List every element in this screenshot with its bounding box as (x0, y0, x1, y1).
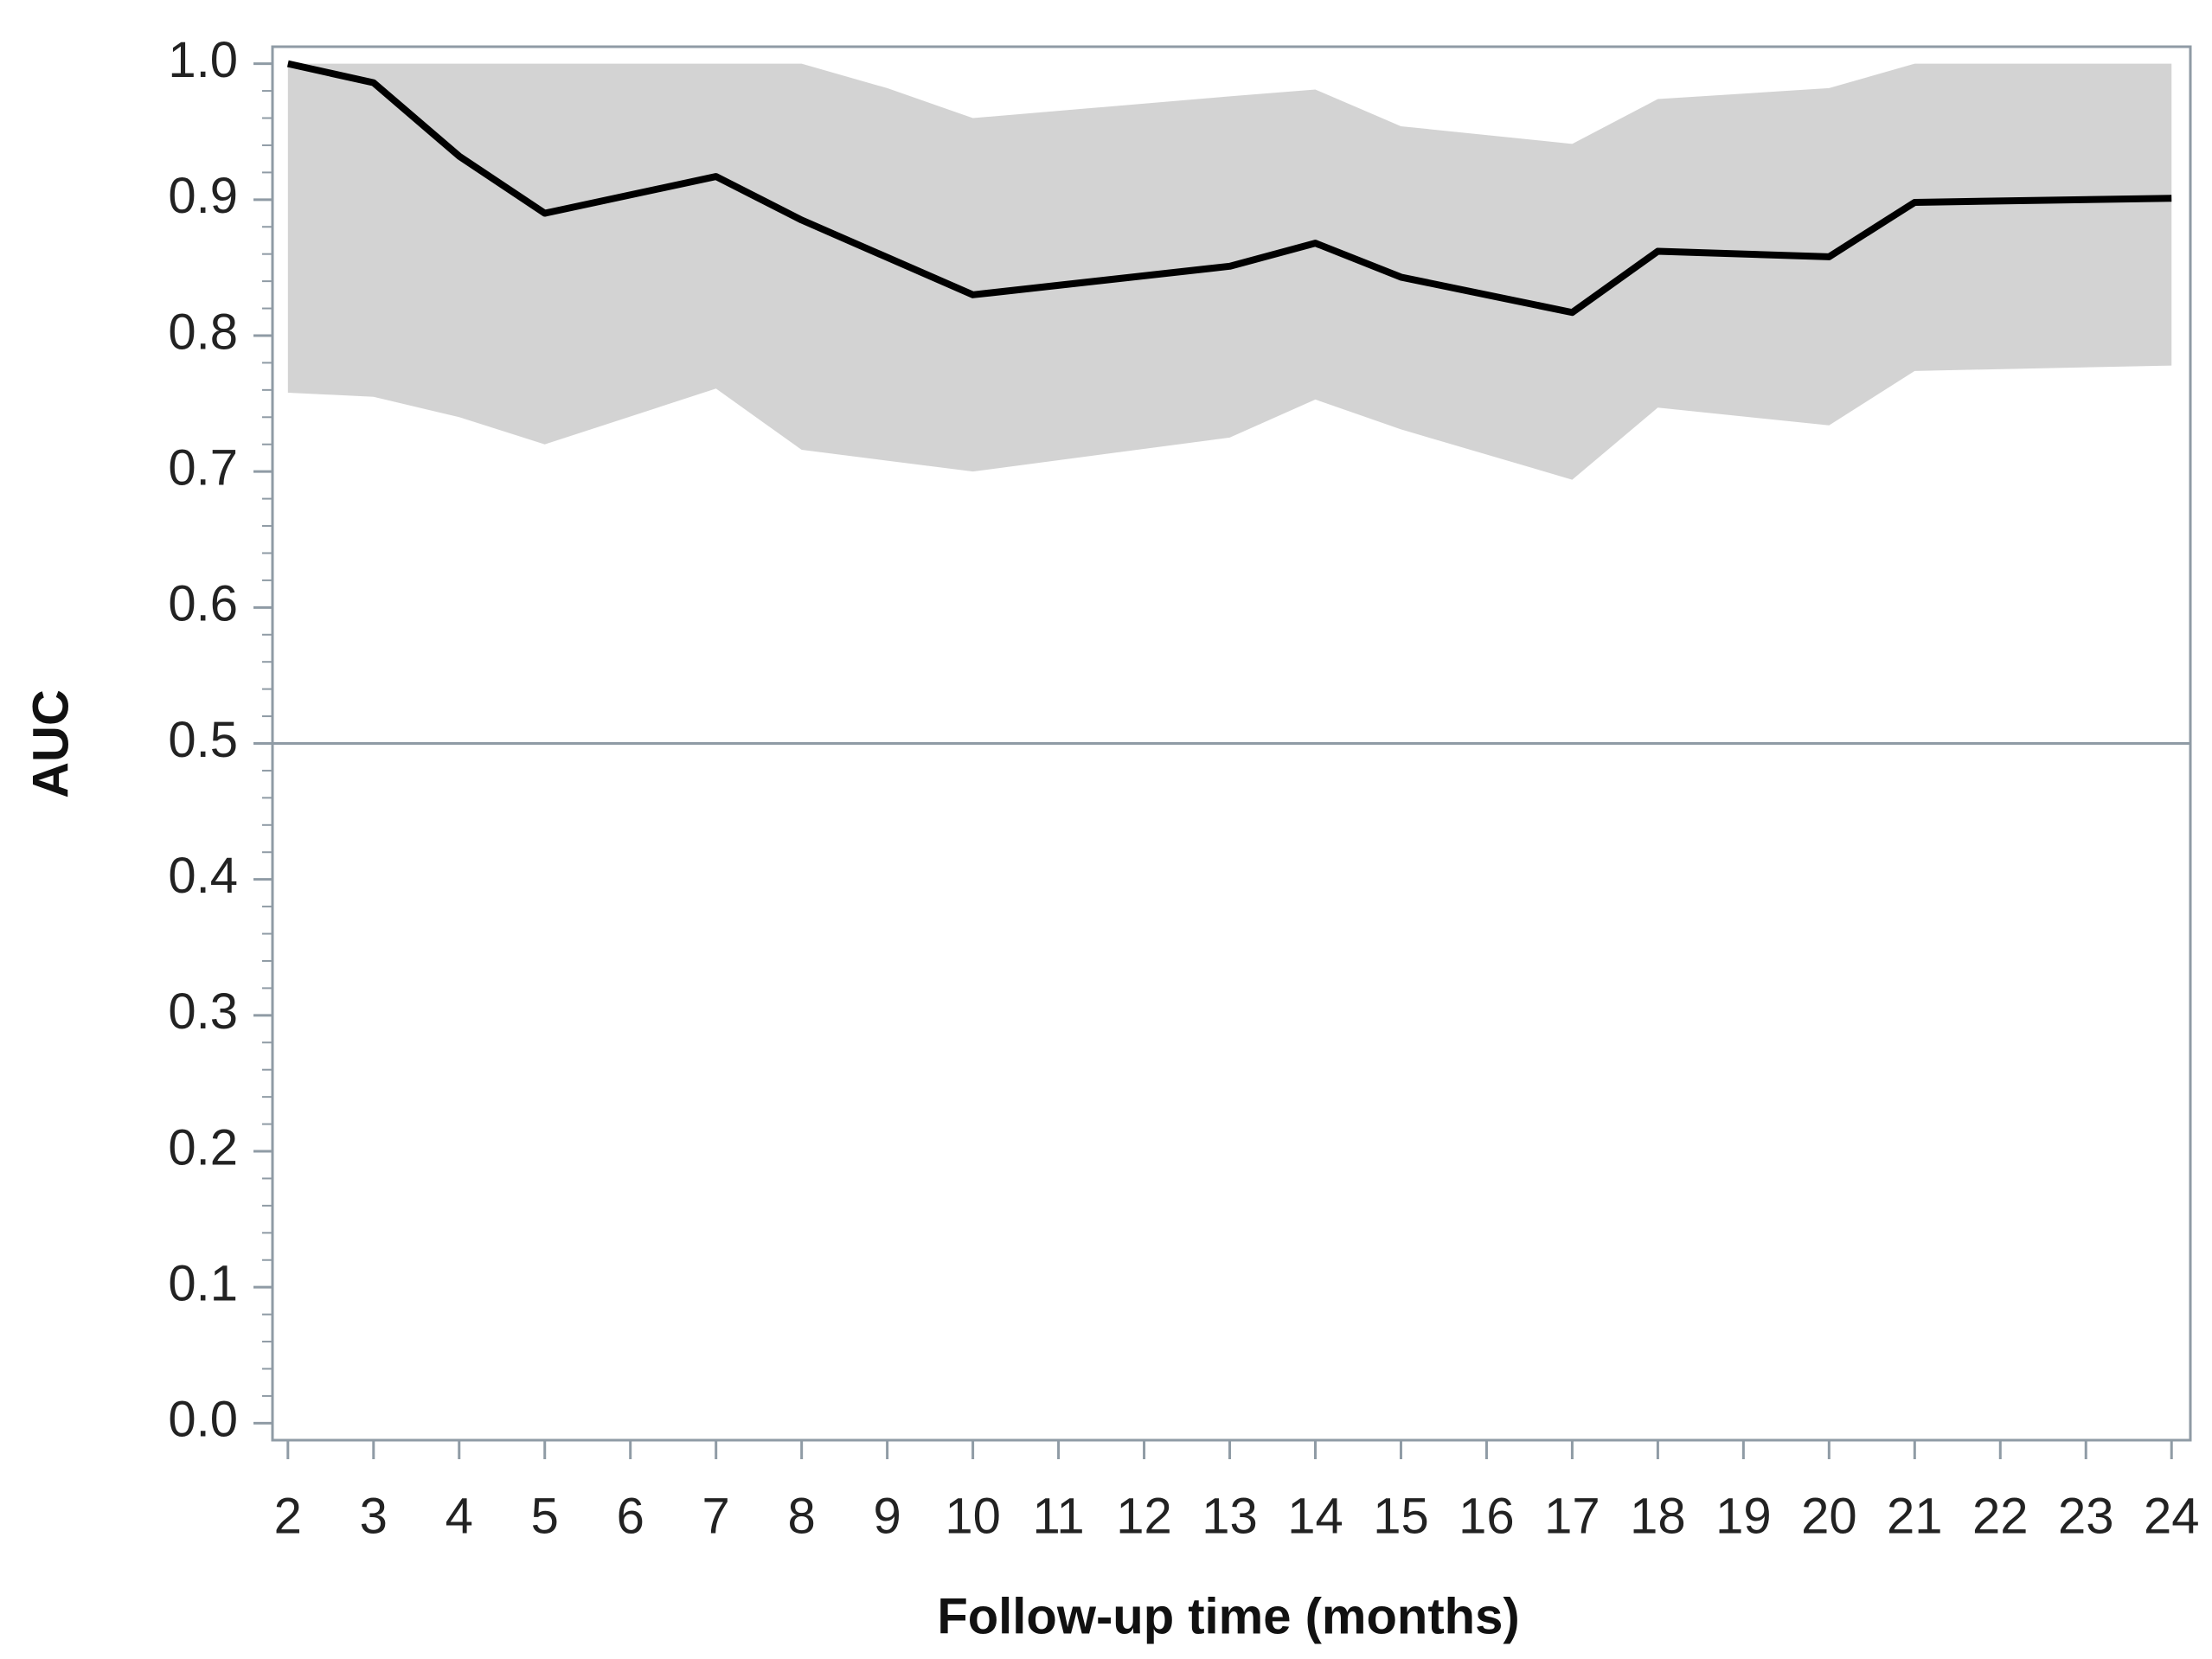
x-tick-label: 10 (945, 1488, 1001, 1544)
y-tick-label: 0.6 (168, 576, 238, 632)
x-tick-label: 19 (1715, 1488, 1772, 1544)
x-tick-label: 11 (1032, 1488, 1084, 1544)
x-tick-label: 18 (1630, 1488, 1686, 1544)
y-tick-label: 0.3 (168, 983, 238, 1040)
x-tick-label: 5 (531, 1488, 559, 1544)
x-tick-label: 20 (1801, 1488, 1857, 1544)
y-tick-label: 0.8 (168, 304, 238, 360)
y-tick-label: 0.0 (168, 1392, 238, 1448)
x-tick-label: 12 (1116, 1488, 1172, 1544)
x-tick-label: 3 (360, 1488, 388, 1544)
x-tick-label: 21 (1887, 1488, 1943, 1544)
x-tick-label: 4 (446, 1488, 473, 1544)
x-tick-label: 2 (274, 1488, 302, 1544)
x-tick-label: 9 (873, 1488, 901, 1544)
x-tick-label: 13 (1202, 1488, 1258, 1544)
y-tick-label: 0.1 (168, 1256, 238, 1312)
x-tick-label: 16 (1459, 1488, 1515, 1544)
x-tick-label: 7 (702, 1488, 730, 1544)
x-tick-label: 8 (788, 1488, 816, 1544)
x-tick-label: 17 (1544, 1488, 1600, 1544)
auc-line (286, 60, 2172, 317)
y-tick-label: 0.5 (168, 712, 238, 768)
x-axis-title: Follow-up time (months) (937, 1588, 1519, 1644)
x-tick-label: 23 (2058, 1488, 2114, 1544)
x-tick-label: 15 (1373, 1488, 1429, 1544)
y-tick-label: 1.0 (168, 32, 238, 88)
y-tick-label: 0.4 (168, 848, 238, 904)
x-tick-label: 24 (2144, 1488, 2200, 1544)
x-tick-label: 6 (617, 1488, 644, 1544)
y-tick-label: 0.9 (168, 168, 238, 224)
y-tick-label: 0.2 (168, 1119, 238, 1175)
x-tick-label: 22 (1972, 1488, 2029, 1544)
confidence-band (287, 63, 2172, 480)
x-tick-label: 14 (1287, 1488, 1343, 1544)
y-tick-label: 0.7 (168, 439, 238, 496)
y-axis-title: AUC (22, 689, 79, 798)
